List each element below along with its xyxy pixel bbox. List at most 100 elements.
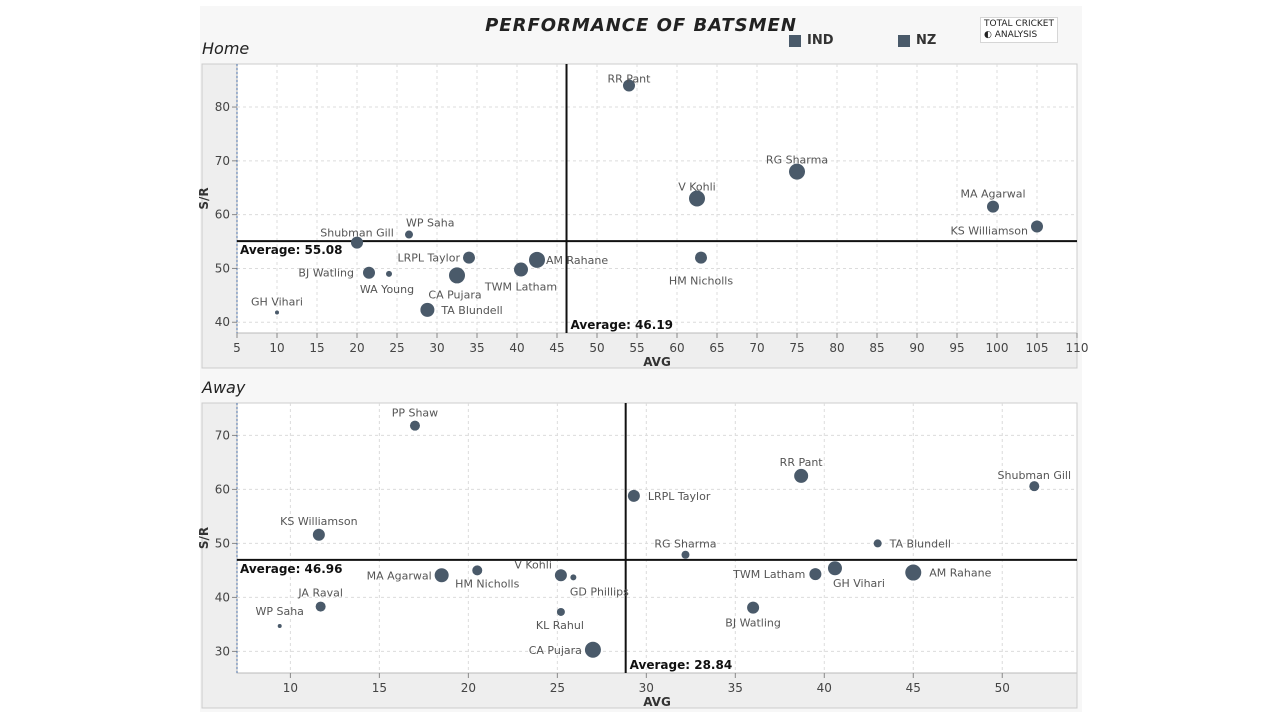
chart-away-point-label: RG Sharma — [654, 538, 716, 551]
chart-home-point-ma-agarwal — [987, 200, 999, 213]
chart-home-x-axis-band — [237, 333, 1077, 368]
chart-away-y-tick-label: 60 — [215, 482, 230, 496]
chart-away-point-label: GD Phillips — [570, 585, 629, 598]
chart-away-x-axis-band — [237, 673, 1077, 708]
chart-home-point-v-kohli — [689, 190, 705, 207]
chart-home-plot-area — [236, 63, 1078, 334]
chart-home-y-tick-label: 70 — [215, 154, 230, 168]
chart-away-point-label: HM Nicholls — [455, 577, 519, 590]
chart-away-point-ks-williamson — [312, 528, 325, 541]
chart-home-point-label: Shubman Gill — [320, 227, 394, 240]
chart-away-point-rr-pant — [794, 468, 809, 483]
chart-home-y-tick-label: 40 — [215, 315, 230, 329]
chart-away-x-tick-label: 40 — [817, 681, 832, 695]
chart-home-point-label: WA Young — [360, 283, 414, 296]
chart-away-plot-area — [236, 402, 1078, 674]
chart-away-point-label: PP Shaw — [392, 407, 438, 420]
chart-home-point-label: V Kohli — [678, 181, 716, 194]
chart-home-x-tick-label: 75 — [789, 341, 804, 355]
chart-home-point-label: RG Sharma — [766, 154, 828, 167]
chart-home-point-rg-sharma — [789, 163, 805, 180]
chart-home-avg-y-label: Average: 55.08 — [240, 243, 343, 257]
chart-away-x-tick-label: 50 — [995, 681, 1010, 695]
chart-home-point-ks-williamson — [1031, 220, 1043, 233]
chart-home-x-tick-label: 85 — [869, 341, 884, 355]
chart-away-point-label: Shubman Gill — [998, 469, 1072, 482]
chart-home-point-label: RR Pant — [608, 73, 652, 86]
chart-home-x-tick-label: 10 — [269, 341, 284, 355]
chart-home-x-tick-label: 70 — [749, 341, 764, 355]
chart-away-point-ma-agarwal — [434, 568, 449, 583]
chart-away-point-v-kohli — [554, 569, 567, 582]
chart-home-x-tick-label: 90 — [909, 341, 924, 355]
chart-home-point-rr-pant — [623, 79, 635, 92]
chart-title-away: Away — [202, 378, 246, 397]
chart-home-point-gh-vihari — [275, 310, 279, 315]
chart-away-point-kl-rahul — [556, 607, 565, 616]
chart-home-x-tick-label: 110 — [1066, 341, 1089, 355]
chart-home-point-ca-pujara — [449, 267, 465, 284]
legend-swatch-nz — [898, 34, 910, 47]
chart-away-point-am-rahane — [905, 564, 922, 581]
chart-home-point-ta-blundell — [420, 302, 435, 317]
chart-home-point-bj-watling — [363, 266, 375, 279]
chart-home-x-tick-label: 80 — [829, 341, 844, 355]
chart-away-point-ta-blundell — [873, 539, 882, 548]
legend-label-nz: NZ — [916, 33, 937, 48]
chart-home-point-label: MA Agarwal — [960, 188, 1025, 201]
chart-home-x-tick-label: 60 — [669, 341, 684, 355]
chart-home-x-tick-label: 40 — [509, 341, 524, 355]
chart-home-frame — [201, 63, 1078, 369]
chart-home-x-tick-label: 5 — [233, 341, 241, 355]
chart-away-point-label: KL Rahul — [536, 619, 584, 632]
chart-away-x-tick-label: 30 — [639, 681, 654, 695]
chart-home-x-tick-label: 95 — [949, 341, 964, 355]
chart-away-avg-x-label: Average: 28.84 — [630, 658, 733, 672]
page-title: PERFORMANCE OF BATSMEN — [485, 15, 797, 36]
chart-away-point-label: GH Vihari — [833, 577, 885, 590]
chart-away-x-axis-title: AVG — [643, 695, 671, 709]
chart-home-x-tick-label: 35 — [469, 341, 484, 355]
chart-away-point-pp-shaw — [409, 420, 420, 431]
chart-home-x-tick-label: 65 — [709, 341, 724, 355]
logo-line-1: TOTAL CRICKET — [984, 19, 1054, 29]
legend-item-nz[interactable]: NZ — [898, 33, 936, 48]
chart-away-y-tick-label: 70 — [215, 428, 230, 442]
chart-home-x-tick-label: 45 — [549, 341, 564, 355]
chart-away-point-label: JA Raval — [297, 587, 343, 600]
chart-away-point-bj-watling — [747, 601, 760, 614]
chart-away-point-label: KS Williamson — [280, 515, 357, 528]
chart-home-x-tick-label: 105 — [1026, 341, 1049, 355]
chart-home-x-tick-label: 15 — [309, 341, 324, 355]
logo-line-2-text: ANALYSIS — [994, 30, 1038, 40]
chart-away-point-label: LRPL Taylor — [648, 490, 711, 503]
chart-home-avg-x-label: Average: 46.19 — [571, 318, 674, 332]
chart-home-point-shubman-gill — [351, 236, 363, 249]
chart-home-x-tick-label: 100 — [986, 341, 1009, 355]
chart-away-point-twm-latham — [809, 568, 822, 581]
chart-away-x-tick-label: 45 — [906, 681, 921, 695]
chart-home-point-label: AM Rahane — [546, 254, 608, 267]
chart-away-point-label: MA Agarwal — [367, 569, 432, 582]
chart-home-point-label: LRPL Taylor — [398, 252, 461, 265]
legend-item-ind[interactable]: IND — [789, 33, 834, 48]
chart-away-point-label: TA Blundell — [889, 537, 951, 550]
chart-away-x-tick-label: 25 — [550, 681, 565, 695]
chart-home-point-wa-young — [386, 270, 392, 277]
chart-away-point-ca-pujara — [584, 641, 601, 658]
chart-away-point-gh-vihari — [827, 561, 842, 576]
chart-away-point-label: AM Rahane — [929, 567, 991, 580]
chart-away-x-tick-label: 10 — [283, 681, 298, 695]
chart-home-point-label: HM Nicholls — [669, 275, 733, 288]
chart-home-point-lrpl-taylor — [463, 251, 475, 264]
chart-away-point-hm-nicholls — [472, 565, 483, 576]
chart-home-point-am-rahane — [529, 251, 545, 268]
legend-swatch-ind — [789, 34, 801, 47]
legend-label-ind: IND — [807, 33, 834, 48]
chart-away-point-label: WP Saha — [255, 605, 303, 618]
chart-title-home: Home — [202, 39, 250, 58]
chart-away-y-tick-label: 30 — [215, 644, 230, 658]
chart-home-point-label: TA Blundell — [440, 304, 502, 317]
logo-line-2: ◐ ANALYSIS — [984, 30, 1038, 40]
chart-away-point-label: CA Pujara — [529, 644, 582, 657]
